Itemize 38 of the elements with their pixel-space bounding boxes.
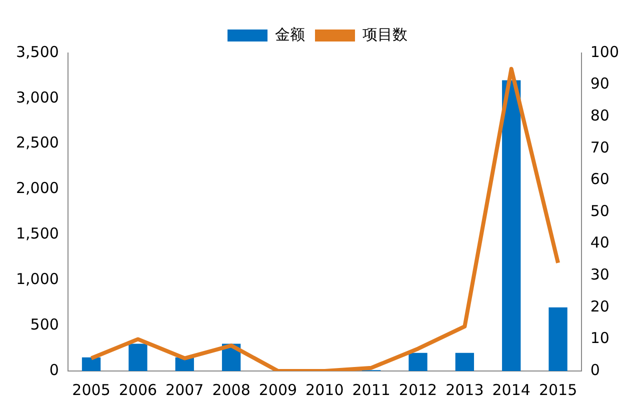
legend-label: 金额 <box>275 25 305 44</box>
x-tick-label: 2012 <box>398 380 438 399</box>
x-tick-label: 2005 <box>72 380 110 399</box>
y2-tick-label: 30 <box>590 265 610 284</box>
y2-tick-label: 0 <box>590 360 600 379</box>
bar <box>128 344 148 371</box>
bar <box>455 352 474 371</box>
x-tick-label: 2009 <box>258 380 298 399</box>
y2-tick-label: 70 <box>590 138 610 156</box>
y2-tick-label: 20 <box>590 297 610 316</box>
bar <box>408 352 428 371</box>
x-tick-label: 2014 <box>492 380 530 399</box>
y-tick-label: 2,500 <box>16 134 59 152</box>
y-tick-label: 1,000 <box>16 270 59 288</box>
bar <box>548 307 568 371</box>
y2-tick-label: 50 <box>590 202 610 220</box>
x-tick-label: 2015 <box>538 380 578 399</box>
y2-tick-label: 40 <box>590 234 610 252</box>
y-tick-label: 0 <box>49 360 59 379</box>
y-tick-label: 3,000 <box>16 88 59 106</box>
y-tick-label: 2,000 <box>16 179 59 198</box>
x-tick-label: 2013 <box>446 380 484 399</box>
bar <box>502 80 521 371</box>
y-tick-label: 3,500 <box>16 42 59 61</box>
bar <box>82 357 101 371</box>
x-tick-label: 2006 <box>118 380 158 399</box>
legend-label: 项目数 <box>362 25 408 44</box>
x-tick-label: 2010 <box>306 380 344 399</box>
y2-tick-label: 90 <box>590 74 610 93</box>
y2-tick-label: 80 <box>590 106 610 124</box>
y-tick-label: 1,500 <box>16 224 59 243</box>
y-tick-label: 500 <box>30 315 59 334</box>
x-tick-label: 2008 <box>212 380 250 399</box>
y2-tick-label: 100 <box>590 42 620 61</box>
x-tick-label: 2011 <box>352 380 390 399</box>
y2-tick-label: 60 <box>590 170 610 188</box>
x-tick-label: 2007 <box>166 380 204 399</box>
y2-tick-label: 10 <box>590 329 610 348</box>
